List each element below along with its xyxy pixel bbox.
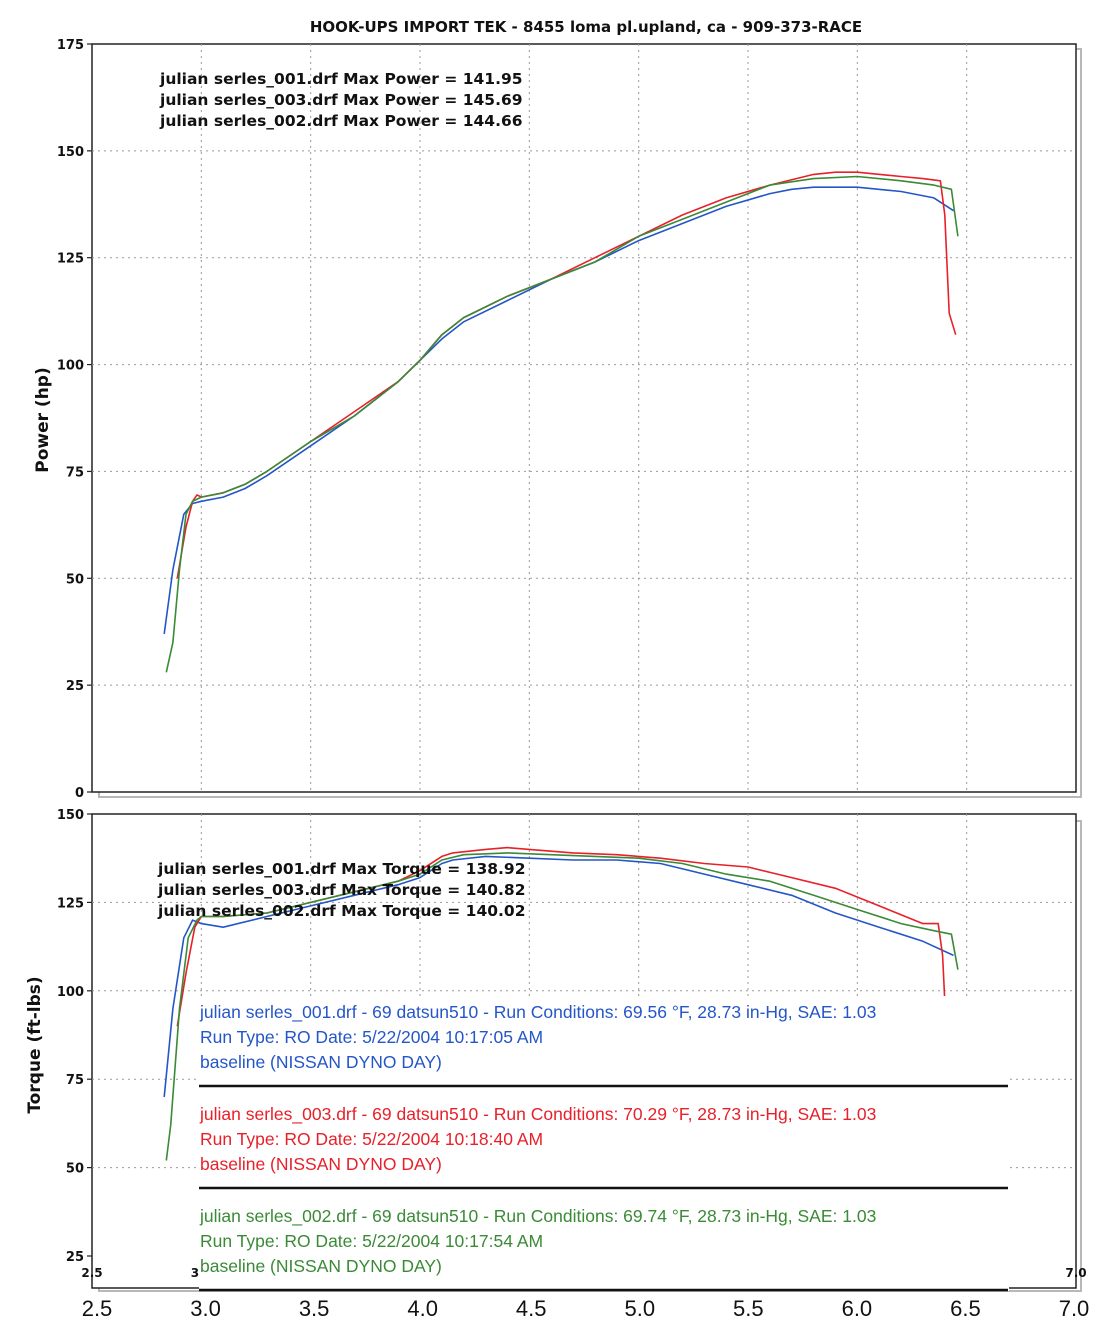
max-value-annotation: julian serles_001.drf Max Power = 141.95 — [159, 70, 523, 88]
torque-series-julian-serles-001-drf — [163, 855, 954, 1097]
torque-ytick-label: 125 — [57, 896, 84, 911]
legend-entry-line: julian serles_003.drf - 69 datsun510 - R… — [199, 1104, 876, 1125]
legend-entry-line: baseline (NISSAN DYNO DAY) — [200, 1154, 442, 1174]
power-ytick-label: 100 — [57, 359, 84, 374]
bottom-axis-label: 5.0 — [624, 1296, 655, 1321]
power-ytick-label: 150 — [57, 145, 84, 160]
max-value-annotation: julian serles_001.drf Max Torque = 138.9… — [157, 860, 526, 878]
legend-entry-line: Run Type: RO Date: 5/22/2004 10:18:40 AM — [200, 1129, 543, 1149]
bottom-axis-label: 6.5 — [950, 1296, 981, 1321]
power-ytick-label: 175 — [57, 38, 84, 53]
max-value-annotation: julian serles_002.drf Max Torque = 140.0… — [157, 902, 526, 920]
legend-box — [199, 996, 1009, 1291]
bottom-axis-label: 3.0 — [190, 1296, 221, 1321]
torque-ytick-label: 50 — [66, 1162, 84, 1177]
legend-entry-line: Run Type: RO Date: 5/22/2004 10:17:05 AM — [200, 1027, 543, 1047]
torque-ytick-label: 25 — [66, 1250, 84, 1265]
max-value-annotation: julian serles_002.drf Max Power = 144.66 — [159, 112, 523, 130]
legend-entry-line: julian serles_001.drf - 69 datsun510 - R… — [199, 1002, 876, 1023]
legend-entry-line: julian serles_002.drf - 69 datsun510 - R… — [199, 1206, 876, 1227]
power-panel: 0 25 50 75 100 125 150 175 Power (hp) julian se… — [33, 38, 1082, 801]
legend-entry-line: baseline (NISSAN DYNO DAY) — [200, 1256, 442, 1276]
power-ytick-label: 75 — [66, 465, 84, 480]
legend-entry-line: Run Type: RO Date: 5/22/2004 10:17:54 AM — [200, 1231, 543, 1251]
bottom-axis-label: 4.5 — [516, 1296, 547, 1321]
power-ytick-label: 125 — [57, 252, 84, 267]
chart-header: HOOK-UPS IMPORT TEK - 8455 loma pl.uplan… — [310, 18, 862, 36]
torque-ytick-label: 100 — [57, 985, 84, 1000]
torque-ytick-label: 75 — [66, 1073, 84, 1088]
bottom-axis: 2.5 3.0 3.5 4.0 4.5 5.0 5.5 6.0 6.5 7.0 — [82, 1296, 1090, 1321]
bottom-axis-label: 7.0 — [1059, 1296, 1090, 1321]
bottom-axis-label: 6.0 — [842, 1296, 873, 1321]
power-axis-label: Power (hp) — [33, 367, 53, 473]
max-value-annotation: julian serles_003.drf Max Torque = 140.8… — [157, 881, 526, 899]
power-series-julian-serles-002-drf — [165, 175, 959, 673]
legend-entry-line: baseline (NISSAN DYNO DAY) — [200, 1052, 442, 1072]
torque-ytick-label: 150 — [57, 808, 84, 823]
torque-series-julian-serles-002-drf — [165, 852, 959, 1161]
bottom-axis-label: 3.5 — [299, 1296, 330, 1321]
bottom-axis-label: 4.0 — [407, 1296, 438, 1321]
torque-xtick-label: 2.5 — [81, 1266, 102, 1280]
max-value-annotation: julian serles_003.drf Max Power = 145.69 — [159, 91, 523, 109]
bottom-axis-label: 5.5 — [733, 1296, 764, 1321]
power-plot-frame — [91, 43, 1077, 793]
bottom-axis-label: 2.5 — [82, 1296, 113, 1321]
power-series-julian-serles-001-drf — [163, 186, 954, 635]
power-ytick-label: 50 — [66, 572, 84, 587]
torque-xtick-label: 7.0 — [1065, 1266, 1086, 1280]
power-ytick-label: 25 — [66, 679, 84, 694]
torque-axis-label: Torque (ft-lbs) — [25, 976, 45, 1113]
power-ytick-label: 0 — [75, 786, 84, 801]
